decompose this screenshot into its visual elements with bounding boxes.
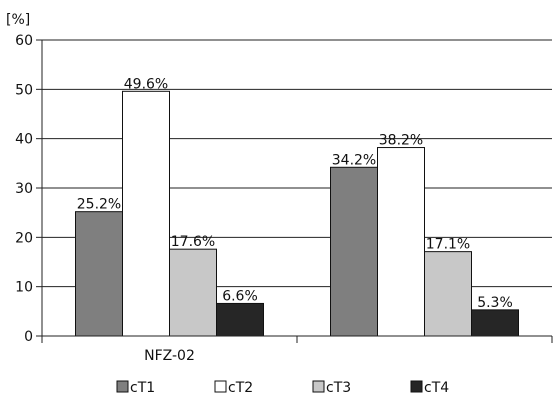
data-label: 6.6% bbox=[222, 288, 258, 304]
legend-label-ct1: cT1 bbox=[130, 380, 155, 396]
data-label: 25.2% bbox=[77, 197, 121, 213]
legend-swatch-ct1 bbox=[116, 380, 129, 393]
legend-swatch-ct3 bbox=[312, 380, 325, 393]
data-label: 34.2% bbox=[332, 152, 376, 168]
data-labels: 25.2% 49.6% 17.6% 6.6% 34.2%38.2% 17.1% 5.3% bbox=[77, 76, 513, 311]
y-tick-label: 50 bbox=[15, 82, 33, 98]
data-label: 5.3% bbox=[477, 295, 513, 311]
legend-swatch-ct4 bbox=[410, 380, 423, 393]
bar-ct1-1 bbox=[75, 211, 123, 337]
bar-ct3-1 bbox=[169, 248, 217, 337]
bar-ct4-1 bbox=[216, 302, 264, 337]
legend-swatch-ct2 bbox=[214, 380, 227, 393]
y-tick-label: 10 bbox=[15, 280, 33, 296]
legend-label-ct3: cT3 bbox=[326, 380, 351, 396]
legend-label-ct4: cT4 bbox=[424, 380, 449, 396]
x-category-label: NFZ-02 bbox=[144, 348, 195, 364]
bar-ct4-2 bbox=[471, 309, 519, 337]
data-label: 17.6% bbox=[171, 234, 215, 250]
data-label: 38.2% bbox=[379, 133, 423, 149]
bar-ct2-2 bbox=[377, 147, 425, 337]
bars bbox=[75, 90, 519, 337]
y-tick-label: 0 bbox=[24, 329, 33, 345]
axes: 0 10 20 30 40 50 60 NFZ-02 bbox=[15, 33, 553, 364]
data-label: 17.1% bbox=[426, 237, 470, 253]
y-unit-label: [%] bbox=[6, 12, 30, 28]
bar-ct1-2 bbox=[330, 166, 378, 337]
legend-label-ct2: cT2 bbox=[228, 380, 253, 396]
y-tick-label: 30 bbox=[15, 181, 33, 197]
bar-ct2-1 bbox=[122, 90, 170, 337]
y-tick-label: 40 bbox=[15, 132, 33, 148]
y-tick-label: 60 bbox=[15, 33, 33, 49]
bar-ct3-2 bbox=[424, 251, 472, 337]
data-label: 49.6% bbox=[124, 76, 168, 92]
y-tick-label: 20 bbox=[15, 230, 33, 246]
legend: cT1 cT2 cT3 cT4 bbox=[116, 380, 449, 396]
